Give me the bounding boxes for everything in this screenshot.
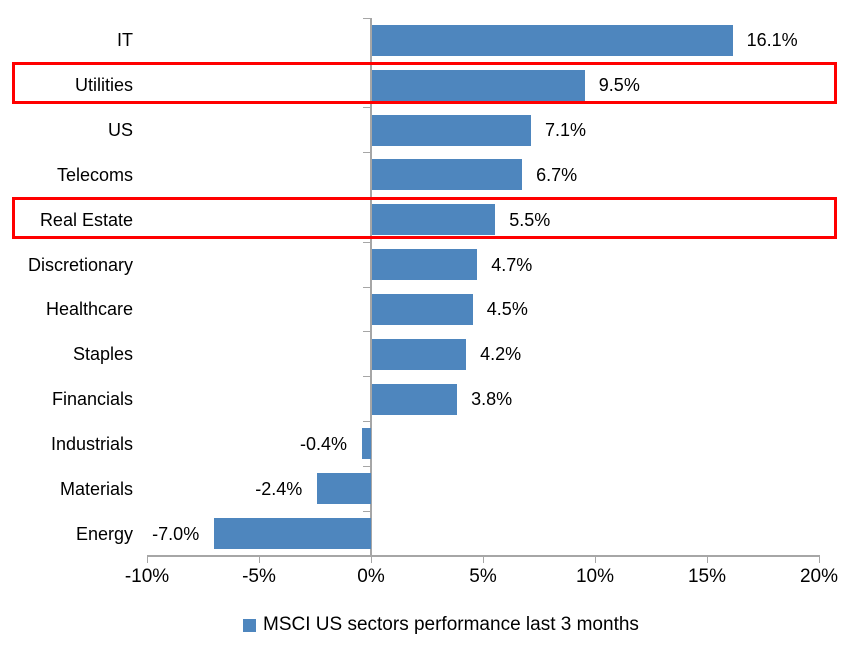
legend-label: MSCI US sectors performance last 3 month… <box>263 614 639 635</box>
bar <box>372 114 532 146</box>
bar <box>372 383 458 415</box>
x-axis-line <box>147 555 820 557</box>
y-axis-tick <box>363 152 371 153</box>
category-label: Real Estate <box>39 209 133 230</box>
x-tick-label: 15% <box>687 566 727 587</box>
y-axis-line <box>370 18 372 556</box>
x-tick-label: -10% <box>124 566 170 587</box>
value-label: 5.5% <box>509 209 551 230</box>
bar <box>214 518 371 550</box>
bar <box>372 249 478 281</box>
highlight-box-utilities <box>12 62 837 105</box>
highlight-box-real-estate <box>12 196 837 239</box>
legend: MSCI US sectors performance last 3 month… <box>243 612 639 638</box>
bar <box>372 69 585 101</box>
category-label: Discretionary <box>27 254 133 275</box>
y-axis-tick <box>363 421 371 422</box>
category-label: Utilities <box>74 75 133 96</box>
y-axis-tick <box>363 17 371 19</box>
value-label: -7.0% <box>152 523 200 544</box>
bar <box>372 338 467 370</box>
y-axis-tick <box>363 331 371 333</box>
y-axis-tick <box>363 376 371 378</box>
y-axis-tick <box>363 286 371 288</box>
category-label: Telecoms <box>56 164 133 185</box>
value-label: 7.1% <box>545 120 587 141</box>
category-label: Financials <box>51 389 133 410</box>
value-label: 4.2% <box>480 344 522 365</box>
x-tick-label: 10% <box>575 566 615 587</box>
x-tick-mark <box>818 556 820 563</box>
x-tick-mark <box>258 556 260 563</box>
x-tick-label: 20% <box>799 566 839 587</box>
x-tick-mark <box>370 556 372 563</box>
bar <box>362 428 371 460</box>
y-axis-tick <box>363 510 371 512</box>
value-label: 3.8% <box>471 389 513 410</box>
bar <box>372 159 523 191</box>
value-label: 9.5% <box>598 75 640 96</box>
category-label: IT <box>117 30 133 51</box>
x-tick-mark <box>706 556 708 563</box>
bar <box>317 473 371 505</box>
category-label: Staples <box>72 344 133 365</box>
category-label: Materials <box>59 478 133 499</box>
category-label: Energy <box>75 523 133 544</box>
x-tick-mark <box>482 556 484 563</box>
category-label: Healthcare <box>45 299 133 320</box>
y-axis-tick <box>363 107 371 109</box>
x-tick-label: 0% <box>357 566 385 587</box>
value-label: -0.4% <box>300 433 348 454</box>
y-axis-tick <box>363 465 371 467</box>
bar <box>372 204 496 236</box>
value-label: 4.5% <box>486 299 528 320</box>
category-label: Industrials <box>50 433 133 454</box>
value-label: 4.7% <box>491 254 533 275</box>
value-label: -2.4% <box>255 478 303 499</box>
category-label: US <box>107 120 133 141</box>
x-tick-label: 5% <box>469 566 497 587</box>
value-label: 16.1% <box>746 30 798 51</box>
bar <box>372 293 473 325</box>
x-tick-mark <box>594 556 596 563</box>
value-label: 6.7% <box>536 164 578 185</box>
bar <box>372 24 733 56</box>
y-axis-tick <box>363 241 371 243</box>
legend-square-icon <box>243 618 256 632</box>
x-tick-label: -5% <box>242 566 276 587</box>
x-tick-mark <box>146 556 148 563</box>
